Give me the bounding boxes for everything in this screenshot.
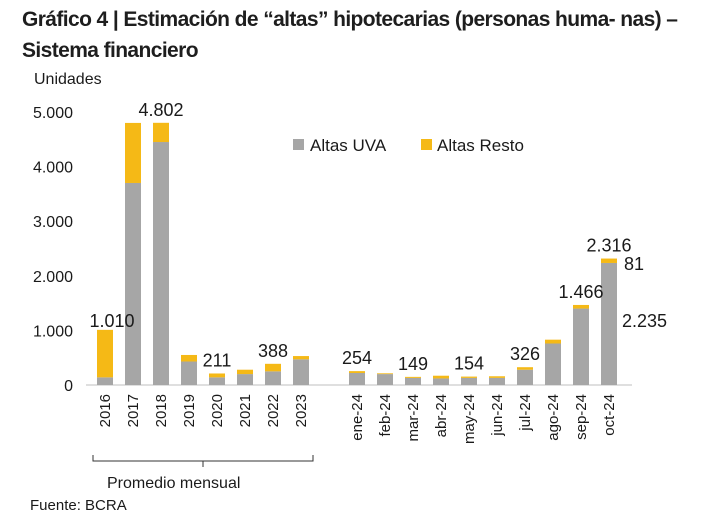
bar-value-label: 1.010 (89, 311, 134, 331)
x-tick-label: sep-24 (573, 394, 590, 440)
x-tick-label: feb-24 (377, 394, 394, 437)
bars (97, 122, 617, 385)
bar-value-label: 211 (203, 350, 232, 370)
legend-label-altas-resto: Altas Resto (437, 136, 524, 155)
bar-altas-uva (545, 343, 561, 385)
bar-altas-uva (517, 369, 533, 385)
bar-altas-uva (209, 377, 225, 385)
bar-altas-uva (237, 374, 253, 385)
y-tick-label: 4.000 (33, 160, 73, 177)
side-label-resto: 81 (624, 254, 644, 274)
bar-altas-uva (489, 377, 505, 385)
side-label-uva: 2.235 (622, 311, 667, 331)
bar-altas-resto (209, 373, 225, 378)
bar-altas-uva (181, 361, 197, 385)
bar-altas-uva (573, 308, 589, 385)
bar-value-label: 388 (258, 341, 288, 361)
bar-altas-resto (405, 376, 421, 378)
bar-altas-resto (433, 375, 449, 379)
group-bracket (92, 455, 314, 462)
bar-altas-resto (545, 339, 561, 344)
bar-value-labels: 1.010 4.802 211 388 254 149 154 326 1.466 2.316 (89, 100, 631, 374)
bar-altas-resto (125, 122, 141, 183)
x-tick-label: abr-24 (433, 394, 450, 437)
legend-swatch-altas-resto (421, 139, 432, 150)
x-tick-label: 2023 (293, 394, 310, 427)
y-tick-label: 2.000 (33, 269, 73, 286)
bar-altas-resto (181, 354, 197, 362)
y-tick-label: 5.000 (33, 105, 73, 122)
x-tick-label: may-24 (461, 394, 478, 444)
bar-value-label: 326 (510, 344, 540, 364)
x-tick-label: 2018 (153, 394, 170, 427)
bar-value-label: 2.316 (586, 236, 631, 256)
x-axis-labels: 2016 2017 2018 2019 2020 2021 2022 2023 ene-24 fe… (97, 394, 618, 444)
x-tick-label: 2021 (237, 394, 254, 427)
bar-altas-resto (97, 329, 113, 378)
bar-altas-uva (461, 377, 477, 385)
bar-value-label: 1.466 (558, 282, 603, 302)
bar-altas-resto (573, 304, 589, 309)
x-tick-label: 2022 (265, 394, 282, 427)
bar-altas-resto (377, 373, 393, 375)
y-tick-label: 1.000 (33, 323, 73, 340)
x-tick-label: 2020 (209, 394, 226, 427)
bar-altas-uva (97, 377, 113, 385)
legend-label-altas-uva: Altas UVA (310, 136, 387, 155)
bar-altas-resto (153, 122, 169, 143)
bar-altas-resto (237, 369, 253, 375)
y-tick-label: 0 (64, 378, 73, 395)
bar-altas-uva (125, 182, 141, 385)
bar-value-label: 149 (398, 354, 428, 374)
bar-altas-uva (601, 262, 617, 385)
legend: Altas UVA Altas Resto (293, 136, 524, 155)
x-tick-label: jul-24 (517, 394, 534, 432)
x-tick-label: oct-24 (601, 394, 618, 436)
group-label: Promedio mensual (107, 475, 240, 492)
legend-swatch-altas-uva (293, 139, 304, 150)
bar-altas-uva (377, 374, 393, 385)
x-tick-label: 2017 (125, 394, 142, 427)
x-tick-label: jun-24 (489, 394, 506, 437)
bar-altas-resto (293, 356, 309, 360)
chart-title: Gráfico 4 | Estimación de “altas” hipote… (22, 8, 678, 62)
y-axis-ticks: 0 1.000 2.000 3.000 4.000 5.000 (33, 105, 73, 395)
y-axis-units-label: Unidades (34, 71, 102, 88)
bar-altas-uva (153, 142, 169, 385)
x-tick-label: 2019 (181, 394, 198, 427)
bar-altas-uva (265, 371, 281, 385)
bar-altas-resto (349, 371, 365, 373)
bar-altas-uva (349, 372, 365, 385)
bar-altas-uva (293, 359, 309, 385)
bar-value-label: 4.802 (138, 100, 183, 120)
bar-altas-resto (461, 376, 477, 378)
bar-altas-uva (433, 378, 449, 385)
y-tick-label: 3.000 (33, 214, 73, 231)
bar-value-label: 254 (342, 348, 372, 368)
bar-altas-resto (489, 376, 505, 378)
bar-altas-uva (405, 377, 421, 385)
bar-altas-resto (265, 363, 281, 372)
bar-altas-resto (601, 258, 617, 263)
x-tick-label: ago-24 (545, 394, 562, 441)
source-note: Fuente: BCRA (30, 497, 127, 514)
x-tick-label: mar-24 (405, 394, 422, 442)
x-tick-label: ene-24 (349, 394, 366, 441)
bar-value-label: 154 (454, 354, 484, 374)
bar-altas-resto (517, 367, 533, 370)
x-tick-label: 2016 (97, 394, 114, 427)
